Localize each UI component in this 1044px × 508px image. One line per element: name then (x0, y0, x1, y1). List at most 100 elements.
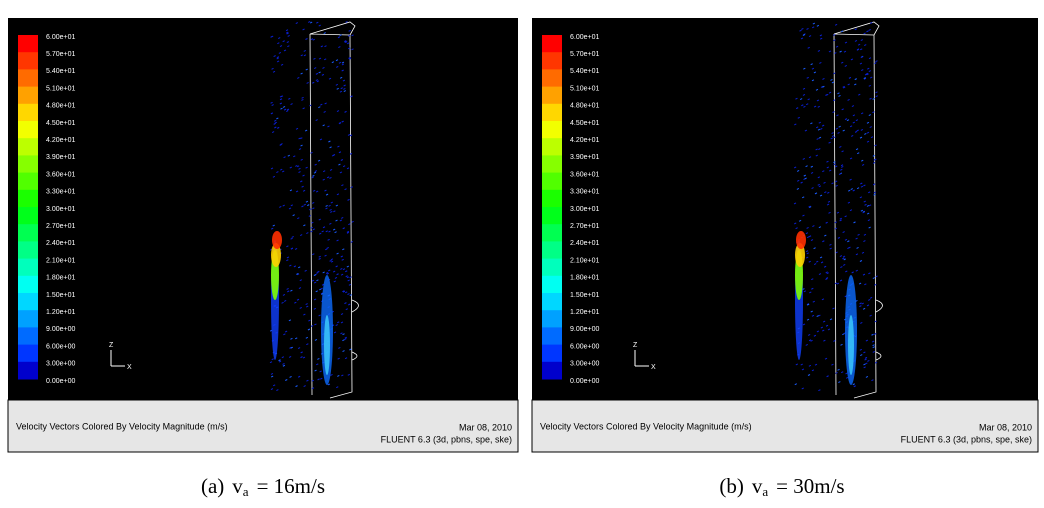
vector (310, 226, 314, 229)
vector (871, 379, 874, 382)
colorbar-label: 4.80e+01 (46, 103, 75, 110)
vector (793, 166, 797, 169)
vector (344, 302, 347, 305)
vector (329, 222, 332, 225)
vector (824, 357, 828, 360)
vector (853, 385, 856, 388)
vector (343, 88, 346, 90)
colorbar-label: 3.90e+01 (570, 154, 599, 161)
vector (343, 90, 347, 93)
vector (802, 323, 806, 326)
axis-z-label: Z (633, 342, 638, 349)
vector (313, 307, 317, 310)
vector (295, 385, 298, 388)
vector (314, 170, 318, 173)
vector (270, 35, 274, 38)
vector (310, 325, 314, 327)
colorbar-swatch (18, 344, 38, 363)
vector (813, 263, 817, 265)
vector (841, 150, 844, 153)
vector (311, 279, 315, 282)
vector (844, 238, 848, 241)
vector (814, 192, 818, 195)
viewport (8, 18, 518, 400)
vector (276, 171, 279, 173)
vector (793, 222, 797, 225)
vector (822, 77, 825, 80)
vector (286, 256, 290, 259)
vector (856, 247, 859, 249)
vector (315, 79, 319, 82)
vector (860, 56, 864, 59)
vector (350, 95, 353, 98)
vector (301, 185, 304, 188)
vector (342, 268, 346, 271)
vector (270, 112, 274, 115)
vector (336, 87, 339, 90)
colorbar-swatch (542, 224, 562, 242)
vector (330, 210, 333, 213)
colorbar-label: 5.40e+01 (570, 68, 599, 75)
vector (800, 37, 804, 40)
vector (842, 333, 845, 336)
vector (314, 163, 317, 166)
vector (319, 370, 322, 373)
vector (316, 21, 319, 24)
vector (825, 278, 828, 280)
vector (866, 212, 870, 215)
vector (833, 39, 836, 42)
colorbar-label: 3.30e+01 (570, 189, 599, 196)
vector (833, 99, 836, 102)
vector (860, 321, 863, 324)
vector (869, 296, 873, 299)
colorbar-label: 9.00e+00 (46, 326, 75, 333)
vector (855, 253, 859, 256)
vector (326, 176, 330, 179)
vector (856, 129, 859, 132)
colorbar-swatch (542, 35, 562, 53)
vector (858, 282, 862, 285)
vector (315, 72, 319, 75)
vector (318, 218, 321, 221)
vector (860, 354, 863, 357)
vector (840, 30, 844, 33)
vector (839, 279, 843, 282)
vector (311, 81, 315, 84)
vector (862, 210, 866, 213)
caption-equation: = 30m/s (776, 474, 844, 498)
vector (864, 356, 868, 359)
vector (874, 144, 877, 147)
vector (342, 290, 346, 293)
vector (296, 273, 299, 275)
domain-curve (875, 299, 883, 361)
footer-title: Velocity Vectors Colored By Velocity Mag… (16, 421, 228, 431)
vector (826, 203, 830, 206)
vector (278, 51, 282, 54)
vector (338, 46, 341, 48)
colorbar-swatch (18, 258, 38, 277)
colorbar-swatch (542, 241, 562, 260)
vector (872, 346, 875, 349)
vector (863, 351, 866, 354)
vector (847, 83, 850, 86)
vector (341, 184, 344, 187)
vector (313, 298, 317, 301)
colorbar-label: 3.00e+00 (46, 361, 75, 368)
vector (866, 121, 870, 124)
vector (327, 383, 331, 386)
vector (822, 85, 825, 88)
vector (324, 254, 327, 257)
vector (816, 138, 819, 140)
vector (801, 196, 805, 199)
vector (860, 182, 863, 185)
vector (868, 226, 871, 229)
vector (307, 204, 310, 207)
vector (302, 28, 305, 31)
info-bar (531, 399, 1039, 453)
caption-label: (a) (201, 474, 224, 498)
vector (280, 63, 284, 66)
vector (810, 339, 813, 342)
vector (872, 161, 876, 164)
vector (872, 183, 876, 186)
vector (850, 134, 854, 137)
